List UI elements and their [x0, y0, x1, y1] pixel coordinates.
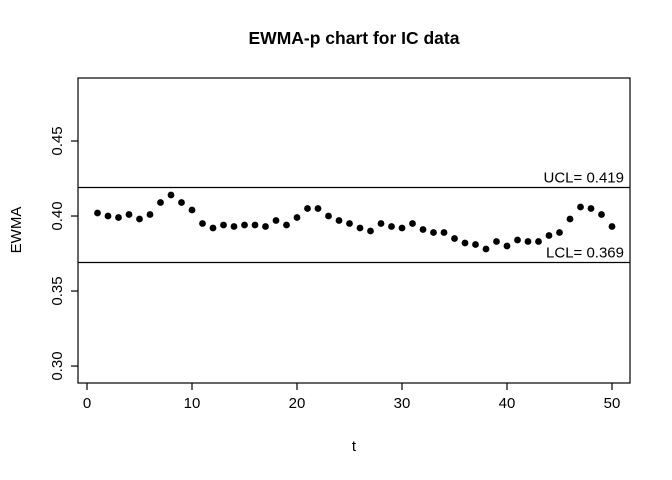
- data-point: [272, 217, 280, 224]
- data-point: [398, 224, 406, 232]
- data-point: [430, 229, 437, 236]
- y-tick-label: 0.35: [49, 276, 66, 305]
- data-point: [304, 205, 311, 212]
- data-point: [461, 239, 469, 247]
- data-point: [535, 238, 542, 245]
- y-axis-title: EWMA: [8, 207, 25, 254]
- data-point: [325, 212, 332, 220]
- data-point: [577, 203, 584, 211]
- data-points: [94, 191, 616, 253]
- data-point: [514, 236, 521, 244]
- data-point: [146, 211, 154, 218]
- data-point: [293, 214, 301, 221]
- x-axis-title: t: [352, 438, 357, 455]
- data-point: [188, 206, 196, 214]
- data-point: [157, 199, 164, 206]
- data-point: [419, 226, 427, 233]
- x-tick-label: 10: [184, 395, 201, 412]
- plot-box: [77, 77, 631, 384]
- x-tick-label: 50: [604, 395, 621, 412]
- x-tick-label: 30: [394, 395, 411, 412]
- data-point: [209, 224, 217, 232]
- data-point: [115, 214, 122, 221]
- data-point: [104, 212, 112, 220]
- data-point: [314, 205, 322, 212]
- data-point: [451, 235, 458, 242]
- data-point: [472, 241, 479, 248]
- data-point: [482, 245, 490, 253]
- data-point: [556, 229, 563, 236]
- data-point: [262, 223, 269, 230]
- y-tick-label: 0.45: [49, 126, 66, 155]
- data-point: [608, 223, 616, 230]
- data-point: [409, 220, 416, 227]
- x-tick-label: 0: [83, 395, 91, 412]
- data-point: [125, 211, 133, 218]
- lcl-label: LCL= 0.369: [546, 245, 624, 262]
- data-point: [440, 229, 448, 236]
- y-tick-label: 0.40: [49, 201, 66, 230]
- data-point: [283, 221, 290, 229]
- data-point: [503, 242, 511, 250]
- data-point: [136, 215, 143, 223]
- data-point: [356, 224, 364, 232]
- data-point: [178, 199, 185, 206]
- data-point: [199, 220, 206, 227]
- x-axis-ticks: 0 10 20 30 40 50: [83, 383, 621, 412]
- data-point: [335, 217, 343, 224]
- data-point: [367, 227, 374, 235]
- data-point: [545, 232, 553, 239]
- data-point: [598, 211, 605, 218]
- data-point: [493, 238, 500, 245]
- data-point: [587, 205, 595, 212]
- data-point: [230, 223, 238, 230]
- y-tick-label: 0.30: [49, 351, 66, 380]
- x-tick-label: 40: [499, 395, 516, 412]
- x-tick-label: 20: [289, 395, 306, 412]
- data-point: [167, 191, 175, 199]
- data-point: [251, 221, 259, 229]
- data-point: [524, 238, 532, 245]
- data-point: [346, 220, 353, 227]
- data-point: [94, 209, 101, 217]
- ucl-label: UCL= 0.419: [544, 170, 624, 187]
- data-point: [241, 221, 248, 229]
- data-point: [377, 220, 385, 227]
- data-point: [388, 223, 395, 230]
- data-point: [566, 215, 574, 223]
- y-axis-ticks: 0.30 0.35 0.40 0.45: [49, 126, 78, 381]
- data-point: [220, 221, 227, 229]
- chart-title: EWMA-p chart for IC data: [249, 28, 460, 48]
